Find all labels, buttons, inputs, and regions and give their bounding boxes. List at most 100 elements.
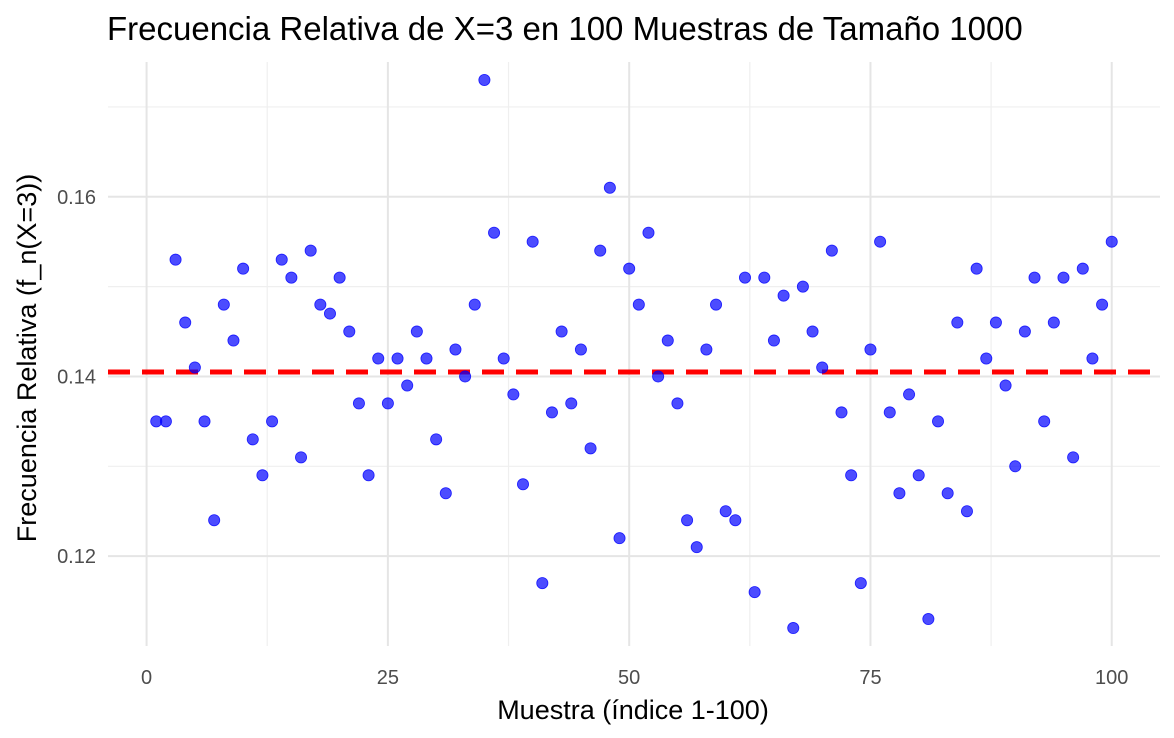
data-point	[352, 397, 365, 410]
data-point	[179, 316, 192, 329]
data-point	[854, 577, 867, 590]
data-point	[874, 235, 887, 248]
data-point	[188, 361, 201, 374]
data-point	[497, 352, 510, 365]
data-point	[835, 406, 848, 419]
y-axis-title: Frecuencia Relativa (f_n(X=3))	[12, 174, 42, 542]
data-point	[700, 343, 713, 356]
data-point	[980, 352, 993, 365]
data-point	[738, 271, 751, 284]
data-point	[825, 244, 838, 257]
data-point	[285, 271, 298, 284]
data-point	[1105, 235, 1118, 248]
data-point	[1038, 415, 1051, 428]
data-point	[275, 253, 288, 266]
data-point	[227, 334, 240, 347]
data-point	[758, 271, 771, 284]
y-tick-label: 0.12	[57, 546, 96, 568]
data-point	[883, 406, 896, 419]
data-point	[652, 370, 665, 383]
data-point	[690, 541, 703, 554]
x-tick-label: 25	[377, 667, 399, 689]
data-point	[1028, 271, 1041, 284]
y-tick-label: 0.14	[57, 366, 96, 388]
data-point	[420, 352, 433, 365]
data-point	[237, 262, 250, 275]
data-point	[362, 469, 375, 482]
data-point	[989, 316, 1002, 329]
axis-ticks: 0 25 50 75 100 0.12 0.14 0.16	[57, 187, 1128, 689]
data-point	[565, 397, 578, 410]
data-point	[410, 325, 423, 338]
data-point	[333, 271, 346, 284]
data-point	[970, 262, 983, 275]
data-point	[536, 577, 549, 590]
data-point	[574, 343, 587, 356]
data-point	[710, 298, 723, 311]
x-tick-label: 0	[141, 667, 152, 689]
x-tick-label: 100	[1095, 667, 1128, 689]
data-point	[159, 415, 172, 428]
data-point	[517, 478, 530, 491]
data-point	[1096, 298, 1109, 311]
data-point	[603, 181, 616, 194]
data-point	[777, 289, 790, 302]
data-point	[584, 442, 597, 455]
data-point	[304, 244, 317, 257]
data-point	[816, 361, 829, 374]
grid-lines	[108, 62, 1160, 646]
data-point	[951, 316, 964, 329]
data-point	[1076, 262, 1089, 275]
data-point	[246, 433, 259, 446]
x-tick-label: 75	[859, 667, 881, 689]
data-point	[661, 334, 674, 347]
data-point	[912, 469, 925, 482]
data-point	[748, 586, 761, 599]
data-point	[941, 487, 954, 500]
data-point	[903, 388, 916, 401]
data-point	[1047, 316, 1060, 329]
data-point	[594, 244, 607, 257]
data-point	[449, 343, 462, 356]
data-point	[796, 280, 809, 293]
data-point	[198, 415, 211, 428]
data-point	[922, 613, 935, 626]
data-point	[632, 298, 645, 311]
data-point	[381, 397, 394, 410]
data-point	[488, 226, 501, 239]
data-point	[555, 325, 568, 338]
data-point	[1018, 325, 1031, 338]
data-points	[150, 73, 1118, 635]
data-point	[932, 415, 945, 428]
data-point	[314, 298, 327, 311]
data-point	[526, 235, 539, 248]
data-point	[719, 505, 732, 518]
data-point	[372, 352, 385, 365]
data-point	[960, 505, 973, 518]
data-point	[208, 514, 221, 527]
data-point	[1057, 271, 1070, 284]
data-point	[439, 487, 452, 500]
data-point	[266, 415, 279, 428]
x-axis-title: Muestra (índice 1-100)	[497, 695, 769, 725]
data-point	[1086, 352, 1099, 365]
data-point	[430, 433, 443, 446]
data-point	[323, 307, 336, 320]
data-point	[893, 487, 906, 500]
x-tick-label: 50	[618, 667, 640, 689]
data-point	[217, 298, 230, 311]
y-tick-label: 0.16	[57, 187, 96, 209]
data-point	[671, 397, 684, 410]
data-point	[864, 343, 877, 356]
data-point	[468, 298, 481, 311]
data-point	[642, 226, 655, 239]
data-point	[681, 514, 694, 527]
data-point	[1009, 460, 1022, 473]
data-point	[845, 469, 858, 482]
data-point	[295, 451, 308, 464]
data-point	[478, 73, 491, 86]
data-point	[545, 406, 558, 419]
data-point	[256, 469, 269, 482]
data-point	[806, 325, 819, 338]
